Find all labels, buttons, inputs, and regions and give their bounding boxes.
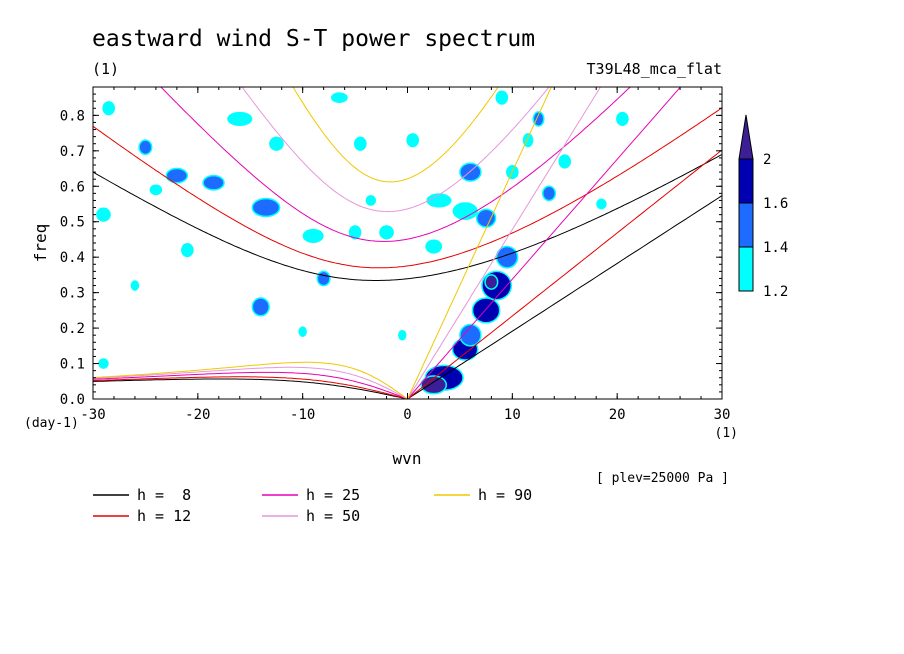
power-patch [426,193,452,208]
y-tick-label: 0.4 [60,250,85,266]
colorbar-swatch [738,114,754,160]
power-patch [475,208,497,228]
plot-area: -30 -20 -10 0 10 20 30 0.0 0.1 0.2 0.3 0.4 0.5 0.6 0.7… [60,86,731,423]
power-patch [354,136,367,151]
legend-label: h = 12 [137,507,191,525]
kelvin-wave-curve [407,87,682,399]
power-patch [558,154,572,169]
y-tick-label: 0.7 [60,144,85,160]
power-patch [596,198,607,210]
power-patch [330,92,348,103]
power-patch [616,111,629,126]
power-patch [452,202,478,220]
y-tick-label: 0.1 [60,357,85,373]
gravity-wave-curve [160,87,632,242]
power-patch [302,228,324,243]
gravity-wave-curve [241,87,550,213]
power-patch [379,225,394,240]
rossby-wave-curve [93,371,408,399]
power-patch [495,90,509,105]
legend-label: h = 50 [306,507,360,525]
chart-title: eastward wind S-T power spectrum [92,26,535,52]
legend-label: h = 90 [478,486,532,504]
x-tick-label: 20 [609,407,626,423]
axis-ticks: -30 -20 -10 0 10 20 30 0.0 0.1 0.2 0.3 0.4 0.5 0.6 0.7… [60,87,731,423]
power-patch [181,243,194,258]
power-patch [406,133,420,148]
power-patch [541,185,557,202]
colorbar-label: 1.2 [763,284,788,300]
y-tick-label: 0.0 [60,392,85,408]
rossby-wave-curve [93,361,408,399]
power-patch [102,101,116,116]
rossby-wave-curve [93,378,408,399]
power-patch [425,239,443,254]
power-patch [269,136,284,151]
power-patch [165,167,189,184]
gravity-wave-curve [93,107,722,269]
power-patch [251,297,270,317]
x-axis-unit: (1) [715,426,738,441]
colorbar-label: 1.6 [763,196,788,212]
power-patch [532,111,545,127]
power-patch [484,274,499,290]
kelvin-wave-curve [407,87,602,399]
colorbar-swatch [738,202,754,248]
chart-subtitle-right: T39L48_mca_flat [587,60,722,78]
kelvin-wave-curve [407,149,722,399]
colorbar-label: 1.4 [763,240,788,256]
y-tick-label: 0.6 [60,179,85,195]
power-patch [149,184,163,196]
kelvin-wave-curve [407,87,552,399]
colorbar: 1.2 1.4 1.6 2 [738,114,788,300]
chart-subtitle-left: (1) [92,60,119,78]
power-patch [130,280,140,291]
x-tick-label: -10 [290,407,315,423]
x-tick-label: -30 [80,407,105,423]
x-axis-label: wvn [393,449,422,468]
power-patch [495,245,519,269]
power-patch [251,197,281,218]
legend: h = 8 h = 12 h = 25 h = 50 h = 90 [93,486,532,525]
x-tick-label: 30 [714,407,731,423]
power-patch [298,326,307,337]
x-tick-label: -20 [185,407,210,423]
legend-label: h = 25 [306,486,360,504]
rossby-wave-curve [93,376,408,399]
power-patch [227,111,253,126]
spectral-power-contours [96,90,629,395]
power-patch [398,329,407,341]
x-tick-label: 10 [504,407,521,423]
power-patch [96,207,111,222]
colorbar-swatch [738,158,754,204]
y-tick-label: 0.5 [60,215,85,231]
y-axis-unit: (day-1) [24,416,79,431]
plev-annotation: [ plev=25000 Pa ] [596,471,729,486]
gravity-wave-curve [292,87,499,183]
rossby-wave-curve [93,366,408,399]
power-patch [420,375,448,395]
colorbar-label: 2 [763,152,771,168]
legend-label: h = 8 [137,486,191,504]
y-tick-label: 0.8 [60,108,85,124]
power-patch [459,323,482,347]
power-patch [348,225,362,240]
power-patch [459,162,482,182]
power-patch [202,174,225,191]
power-patch [98,358,109,369]
power-patch [365,195,377,206]
y-tick-label: 0.3 [60,286,85,302]
y-tick-label: 0.2 [60,321,85,337]
y-axis-label: freq [31,224,50,263]
plot-frame [92,86,723,400]
power-patch [316,270,331,287]
power-patch [471,297,501,324]
colorbar-swatch [738,246,754,292]
gravity-wave-curve [93,153,722,281]
power-patch [138,139,153,156]
x-tick-label: 0 [403,407,411,423]
dispersion-curves [93,87,722,399]
kelvin-wave-curve [407,195,722,399]
